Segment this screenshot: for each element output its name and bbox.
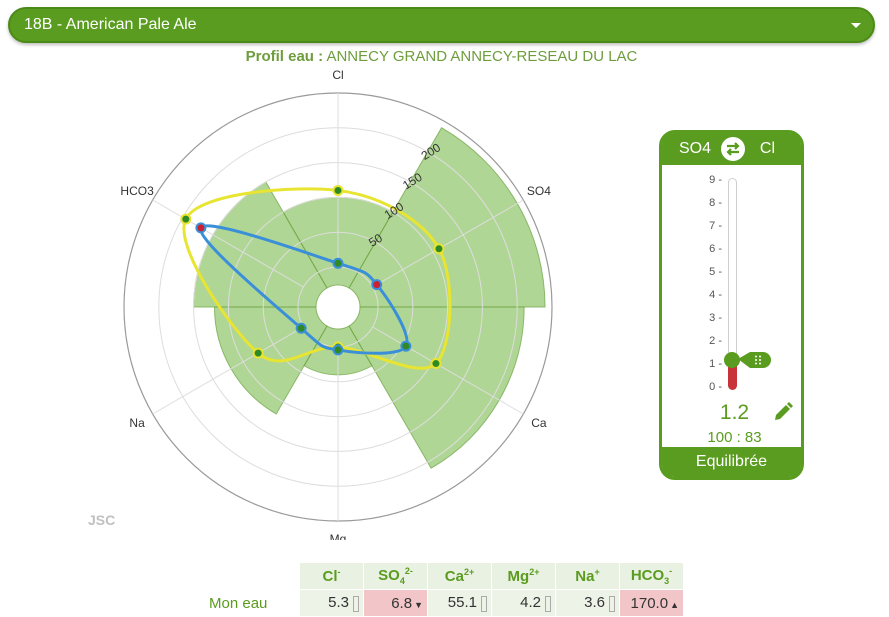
grid-spoke [372,326,524,415]
ratio-scale-tick: 2 - [709,335,722,347]
target-profile-line-point [433,243,445,255]
ion-value-cell: 55.1 [428,590,491,616]
ion-header: HCO3- [620,563,683,589]
too-low-icon: ▼ [414,599,423,610]
ion-value-cell: 170.0 ▲ [620,590,683,616]
ok-bar-icon [481,595,487,612]
water-profile-name: ANNECY GRAND ANNECY-RESEAU DU LAC [326,48,638,65]
my-water-line [199,224,409,355]
axis-label-ca: Ca [531,416,547,430]
ok-bar-icon [353,595,359,612]
water-profile-prefix: Profil eau : [245,48,324,65]
ratio-value: 1.2 [719,401,750,424]
ratio-slider-fill [728,360,737,390]
ratio-right-ion: Cl [759,140,775,157]
ratio-scale-tick: 5 - [709,266,722,278]
ion-header: Mg2+ [492,563,555,589]
target-profile-line-point [332,184,344,196]
ratio-left-ion: SO4 [679,140,712,157]
target-profile-line-point [180,213,192,225]
axis-label-mg: Mg [330,532,347,540]
ratio-scale-tick: 7 - [709,220,722,232]
swap-icon[interactable] [721,137,745,161]
water-profile-title: Profil eau : ANNECY GRAND ANNECY-RESEAU … [0,48,883,65]
ratio-scale-tick: 9 - [709,174,722,186]
ratio-header: SO4 Cl [662,133,801,165]
ratio-slider-handle[interactable] [724,352,740,369]
ratio-scale-tick: 8 - [709,197,722,209]
ion-value-cell: 5.3 [300,590,363,616]
ion-header: Na+ [556,563,619,589]
my-water-line-point [295,322,307,334]
so4-cl-ratio-card: SO4 Cl 1.2 100 : 83 Equilibrée 9 - 8 - 7 -… [659,130,804,480]
my-water-line-point [332,257,344,269]
axis-label-hco3: HCO3 [120,184,154,198]
grid-spoke [152,326,304,415]
ratio-scale-tick: 4 - [709,289,722,301]
beer-style-label: 18B - American Pale Ale [24,16,197,33]
table-corner [201,563,299,589]
ratio-fraction: 100 : 83 [707,429,762,446]
ok-bar-icon [609,595,615,612]
ion-values-table: Cl- SO42- Ca2+ Mg2+ Na+ HCO3- Mon eau 5.3 6.8 ▼… [200,562,684,617]
my-water-line-point [332,344,344,356]
bar-ca [348,306,525,469]
ion-header: SO42- [364,563,427,589]
slider-grip-icon[interactable] [738,351,772,370]
beer-style-select[interactable]: 18B - American Pale Ale [8,7,875,43]
row-label: Mon eau [209,594,268,612]
jsc-logo: JSC [88,512,116,528]
ratio-scale-tick: 3 - [709,312,722,324]
my-water-line-point [371,279,383,291]
ratio-scale-tick: 6 - [709,243,722,255]
ion-value-cell: 6.8 ▼ [364,590,427,616]
too-high-icon: ▲ [670,599,679,610]
ion-header: Cl- [300,563,363,589]
my-water-line-point [400,340,412,352]
pencil-icon[interactable] [772,401,794,423]
axis-label-cl: Cl [332,68,343,82]
ratio-scale-tick: 0 - [709,381,722,393]
axis-label-na: Na [129,416,145,430]
chevron-down-icon [851,23,861,28]
my-water-line-point [195,222,207,234]
ion-value-cell: 3.6 [556,590,619,616]
ratio-status: Equilibrée [662,447,801,477]
ion-value-cell: 4.2 [492,590,555,616]
grid-spoke [372,199,524,288]
grid-spoke [152,199,304,288]
ok-bar-icon [545,595,551,612]
target-profile-line-point [252,347,264,359]
ratio-scale-tick: 1 - [709,358,722,370]
ion-header: Ca2+ [428,563,491,589]
target-profile-line-point [430,358,442,370]
axis-label-so4: SO4 [527,184,551,198]
